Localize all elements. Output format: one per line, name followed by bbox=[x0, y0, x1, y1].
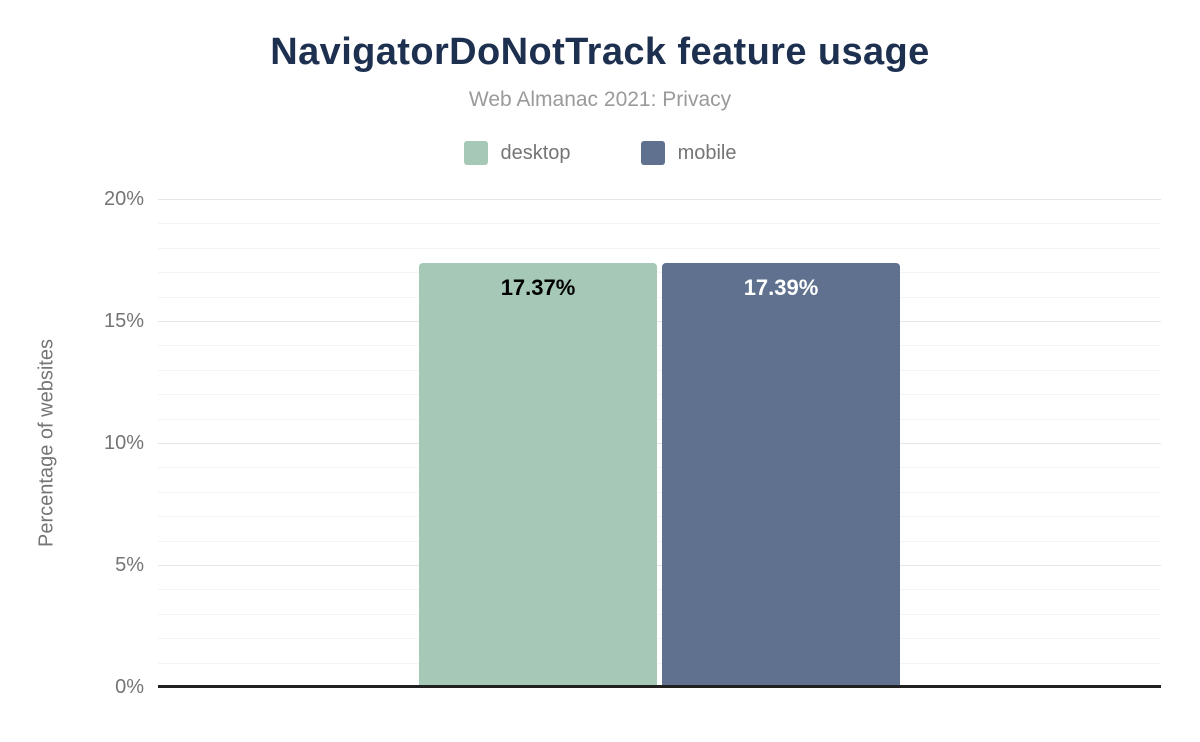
minor-gridline bbox=[158, 491, 1161, 493]
bar-value-label-desktop: 17.37% bbox=[500, 275, 576, 301]
minor-gridline bbox=[158, 589, 1161, 591]
minor-gridline bbox=[158, 613, 1161, 615]
major-gridline bbox=[158, 321, 1161, 322]
minor-gridline bbox=[158, 394, 1161, 396]
minor-gridline bbox=[158, 540, 1161, 542]
legend-swatch-mobile bbox=[640, 141, 665, 165]
bar-mobile[interactable]: 17.39% bbox=[662, 262, 900, 687]
minor-gridline bbox=[158, 369, 1161, 371]
plot-area: 17.37% 17.39% bbox=[158, 199, 1161, 688]
bar-value-label-mobile: 17.39% bbox=[743, 274, 819, 300]
legend: desktop mobile bbox=[0, 141, 1200, 165]
legend-item-mobile: mobile bbox=[640, 141, 737, 165]
y-tick-label: 5% bbox=[115, 554, 144, 576]
x-axis-baseline bbox=[158, 685, 1161, 688]
chart-subtitle: Web Almanac 2021: Privacy bbox=[468, 88, 732, 111]
minor-gridline bbox=[158, 296, 1161, 298]
minor-gridline bbox=[158, 223, 1161, 225]
y-tick-label: 0% bbox=[115, 676, 144, 698]
y-tick-label: 20% bbox=[103, 188, 144, 210]
minor-gridline bbox=[158, 272, 1161, 274]
minor-gridline bbox=[158, 247, 1161, 249]
legend-label-desktop: desktop bbox=[500, 141, 571, 164]
bar-desktop[interactable]: 17.37% bbox=[419, 263, 657, 687]
legend-item-desktop: desktop bbox=[463, 141, 571, 165]
y-tick-label: 10% bbox=[103, 432, 144, 454]
minor-gridline bbox=[158, 345, 1161, 347]
minor-gridline bbox=[158, 418, 1161, 420]
major-gridline bbox=[158, 565, 1161, 566]
minor-gridline bbox=[158, 467, 1161, 469]
chart-title: NavigatorDoNotTrack feature usage bbox=[270, 31, 930, 73]
major-gridline bbox=[158, 199, 1161, 200]
legend-label-mobile: mobile bbox=[677, 141, 737, 164]
minor-gridline bbox=[158, 662, 1161, 664]
legend-swatch-desktop bbox=[463, 141, 488, 165]
y-tick-label: 15% bbox=[103, 310, 144, 332]
major-gridline bbox=[158, 443, 1161, 444]
minor-gridline bbox=[158, 638, 1161, 640]
minor-gridline bbox=[158, 516, 1161, 518]
